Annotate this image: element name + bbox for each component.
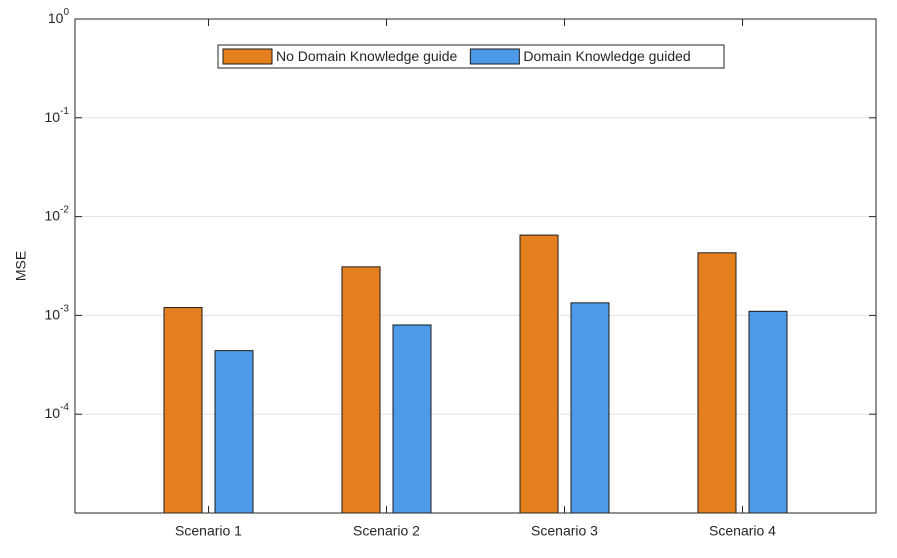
x-tick-label: Scenario 4 <box>709 523 776 539</box>
bar <box>341 266 381 514</box>
bar <box>570 302 610 514</box>
plot-frame <box>74 18 877 514</box>
legend: No Domain Knowledge guide Domain Knowledg… <box>217 44 725 69</box>
bar <box>214 350 254 514</box>
x-tick-label: Scenario 1 <box>175 523 242 539</box>
legend-swatch <box>222 48 273 65</box>
legend-label: Domain Knowledge guided <box>523 48 690 64</box>
x-tick-label: Scenario 3 <box>531 523 598 539</box>
bar <box>697 252 737 514</box>
tick-base: 10 <box>45 405 61 421</box>
tick-exponent: -1 <box>60 105 69 116</box>
bar <box>748 310 788 514</box>
tick-base: 10 <box>45 306 61 322</box>
tick-exponent: -2 <box>60 204 69 215</box>
legend-swatch <box>469 48 520 65</box>
bar <box>519 234 559 514</box>
y-tick-label: 100 <box>48 7 70 26</box>
tick-exponent: -4 <box>60 402 69 413</box>
x-tick-label: Scenario 2 <box>353 523 420 539</box>
tick-base: 10 <box>45 207 61 223</box>
tick-exponent: -3 <box>60 303 69 314</box>
tick-base: 10 <box>48 10 64 26</box>
y-tick-label: 10-3 <box>45 303 70 322</box>
y-tick-label: 10-1 <box>45 105 70 124</box>
y-tick-label: 10-4 <box>45 402 70 421</box>
bar <box>392 324 432 514</box>
legend-label: No Domain Knowledge guide <box>276 48 458 64</box>
bar <box>163 307 203 514</box>
y-axis-label: MSE <box>13 251 29 281</box>
y-tick-label: 10-2 <box>45 204 70 223</box>
tick-base: 10 <box>45 109 61 125</box>
tick-exponent: 0 <box>63 7 69 18</box>
